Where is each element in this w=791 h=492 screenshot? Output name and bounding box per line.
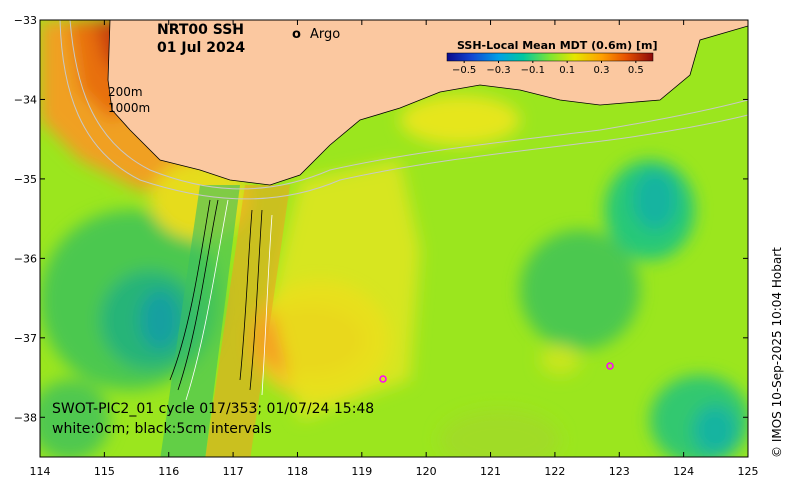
swot-annotation-line1: SWOT-PIC2_01 cycle 017/353; 01/07/24 15:… [52, 401, 374, 417]
y-tick-label: −37 [14, 332, 37, 345]
swot-annotation-line2: white:0cm; black:5cm intervals [52, 421, 272, 437]
y-tick-label: −33 [14, 14, 37, 27]
map-title-line2: 01 Jul 2024 [157, 40, 245, 56]
colorbar-tick-label: 0.1 [559, 65, 575, 76]
imos-credit: © IMOS 10-Sep-2025 10:04 Hobart [770, 247, 784, 458]
x-tick-label: 121 [480, 465, 501, 478]
x-tick-label: 123 [609, 465, 630, 478]
x-tick-label: 124 [673, 465, 694, 478]
y-tick-label: −35 [14, 173, 37, 186]
y-tick-label: −36 [14, 252, 37, 265]
x-tick-label: 117 [223, 465, 244, 478]
x-tick-label: 118 [287, 465, 308, 478]
x-axis: 114 115 116 117 118 119 120 121 122 123 124 125 [30, 20, 759, 478]
swot-swath [160, 185, 290, 457]
argo-markers [379, 362, 614, 383]
x-tick-label: 114 [30, 465, 51, 478]
colorbar-tick-label: 0.3 [594, 65, 610, 76]
x-tick-label: 116 [158, 465, 179, 478]
argo-legend-label: Argo [310, 27, 340, 42]
colorbar-title: SSH-Local Mean MDT (0.6m) [m] [457, 39, 657, 52]
depth-label-1000m: 1000m [108, 101, 150, 115]
colorbar-ticks: −0.5 −0.3 −0.1 0.1 0.3 0.5 [452, 61, 644, 76]
y-tick-label: −34 [14, 93, 37, 106]
y-tick-label: −38 [14, 411, 37, 424]
bathymetry-contours [59, 20, 748, 200]
colorbar-tick-label: −0.3 [486, 65, 510, 76]
colorbar-tick-label: 0.5 [628, 65, 644, 76]
colorbar-gradient [446, 52, 654, 62]
y-axis: −33 −34 −35 −36 −37 −38 [14, 14, 748, 424]
plot-frame [39, 19, 749, 458]
x-tick-label: 125 [738, 465, 759, 478]
colorbar-tick-label: −0.5 [452, 65, 476, 76]
x-tick-label: 119 [351, 465, 372, 478]
x-tick-label: 122 [544, 465, 565, 478]
argo-legend-marker: o [292, 27, 301, 42]
x-tick-label: 120 [416, 465, 437, 478]
x-tick-label: 115 [94, 465, 115, 478]
colorbar: SSH-Local Mean MDT (0.6m) [m] −0.5 −0.3 −0… [446, 39, 657, 76]
depth-label-200m: 200m [108, 85, 143, 99]
colorbar-tick-label: −0.1 [521, 65, 545, 76]
map-title-line1: NRT00 SSH [157, 22, 244, 38]
